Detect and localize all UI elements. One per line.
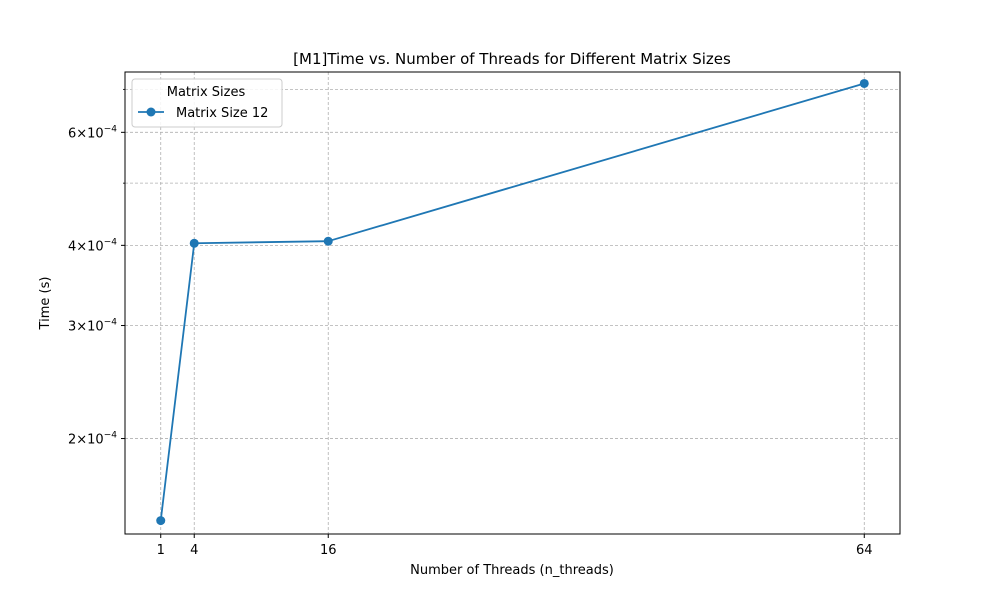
tick-layer: 1 4 16 64 2×10−4 3×10−4 4×10−4 6×10−4 [68, 88, 873, 558]
series-line [159, 82, 865, 521]
data-point [323, 236, 333, 246]
legend-title: Matrix Sizes [167, 85, 246, 100]
x-tick-label: 4 [190, 543, 198, 558]
legend: Matrix Sizes Matrix Size 12 [131, 78, 283, 128]
x-tick-label: 64 [856, 543, 873, 558]
y-axis-label: Time (s) [38, 277, 53, 331]
y-tick-label: 2×10−4 [68, 431, 117, 448]
y-tick-label: 3×10−4 [68, 318, 117, 335]
x-tick-label: 16 [320, 543, 337, 558]
data-point [189, 238, 199, 248]
data-point [859, 78, 869, 88]
legend-box [131, 78, 283, 128]
chart-title: [M1]Time vs. Number of Threads for Diffe… [293, 50, 731, 68]
plot-frame [124, 71, 901, 535]
y-tick-label: 4×10−4 [68, 237, 117, 254]
legend-entry-label: Matrix Size 12 [176, 106, 268, 121]
x-axis-label: Number of Threads (n_threads) [410, 563, 614, 578]
grid-layer [125, 72, 900, 534]
x-tick-label: 1 [157, 543, 165, 558]
data-point [156, 516, 166, 526]
legend-marker-swatch [146, 107, 156, 117]
y-tick-label: 6×10−4 [68, 124, 117, 141]
series-layer [156, 78, 869, 526]
